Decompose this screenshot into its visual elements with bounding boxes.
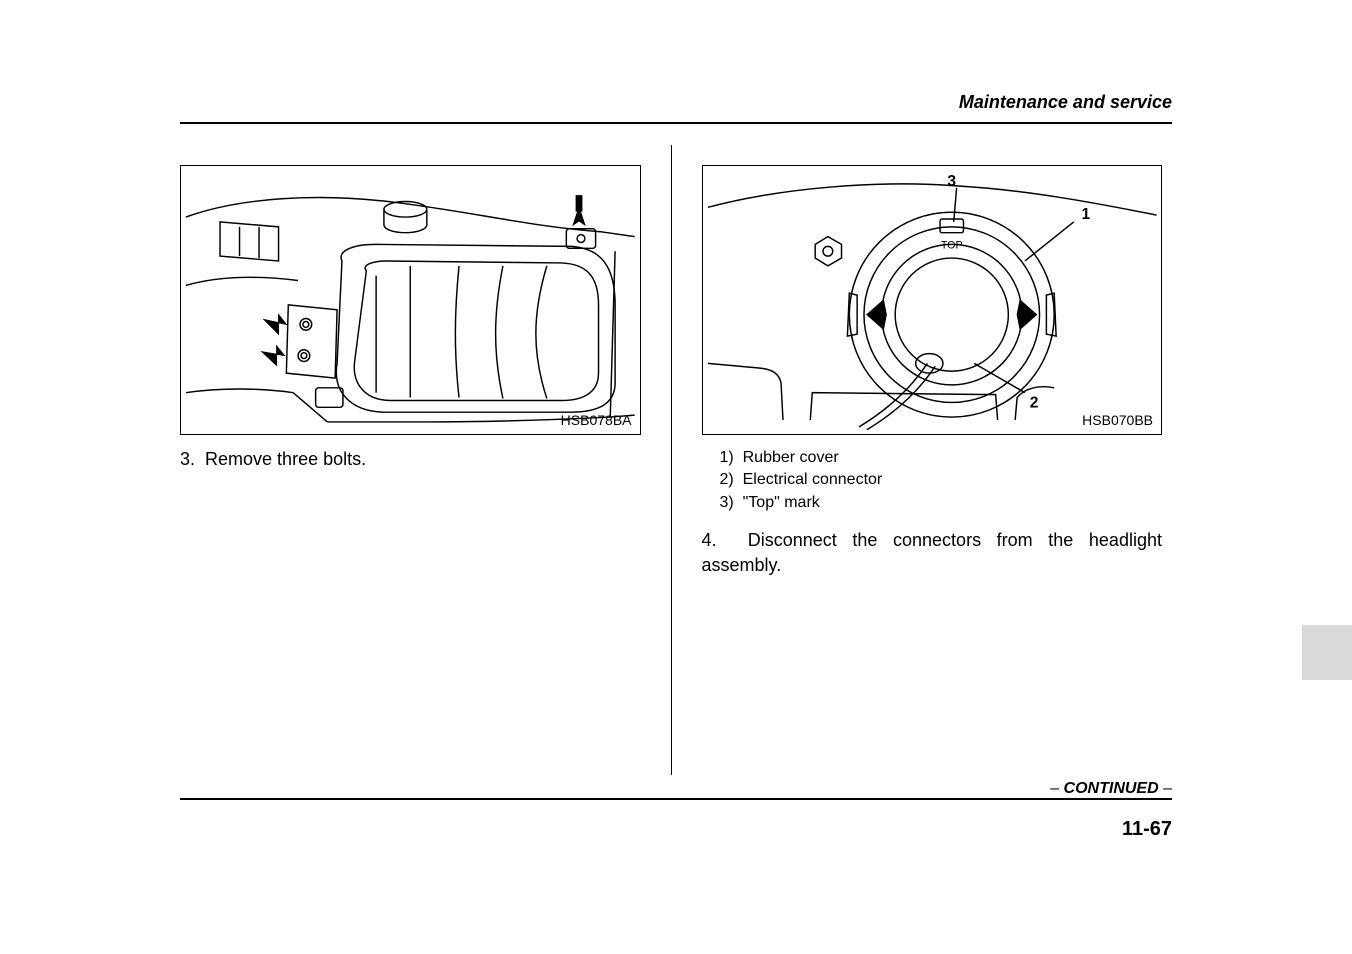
legend-num: 1) [720,449,734,466]
continued-marker: – CONTINUED – [1050,780,1172,798]
header-rule [180,122,1172,124]
section-title: Maintenance and service [959,92,1172,113]
figure-code-right: HSB070BB [1082,412,1153,428]
step-text: Disconnect the connectors from the headl… [702,530,1162,575]
section-tab [1302,625,1352,680]
figure-right: 3 1 2 TOP HSB070BB [702,165,1163,435]
legend-text: Rubber cover [743,449,839,466]
bulb-rear-diagram: 3 1 2 TOP [703,166,1162,434]
right-column: 3 1 2 TOP HSB070BB 1) Rubber cover 2) El… [672,145,1173,775]
figure-left: HSB078BA [180,165,641,435]
legend-num: 3) [720,494,734,511]
footer-rule [180,798,1172,800]
figure-code-left: HSB078BA [561,412,632,428]
callout-3: 3 [947,173,956,190]
step-number: 3. [180,449,195,469]
figure-legend: 1) Rubber cover 2) Electrical connector … [702,447,1163,514]
left-column: HSB078BA 3. Remove three bolts. [180,145,671,775]
step-number: 4. [702,530,717,550]
continued-text: CONTINUED [1064,780,1159,797]
continued-prefix: – [1050,780,1063,797]
headlight-assembly-diagram [181,166,640,434]
step-3: 3. Remove three bolts. [180,447,641,472]
legend-num: 2) [720,471,734,488]
manual-page: Maintenance and service [0,0,1352,954]
continued-suffix: – [1159,780,1172,797]
content-columns: HSB078BA 3. Remove three bolts. [180,145,1172,775]
legend-item: 2) Electrical connector [702,469,1163,491]
legend-text: Electrical connector [743,471,883,488]
legend-text: "Top" mark [743,494,820,511]
legend-item: 1) Rubber cover [702,447,1163,469]
step-4: 4. Disconnect the connectors from the he… [702,528,1163,578]
page-number: 11-67 [1122,818,1172,841]
callout-2: 2 [1029,394,1038,411]
top-mark-label: TOP [940,239,962,251]
legend-item: 3) "Top" mark [702,492,1163,514]
step-text: Remove three bolts. [205,449,366,469]
callout-1: 1 [1081,206,1090,223]
